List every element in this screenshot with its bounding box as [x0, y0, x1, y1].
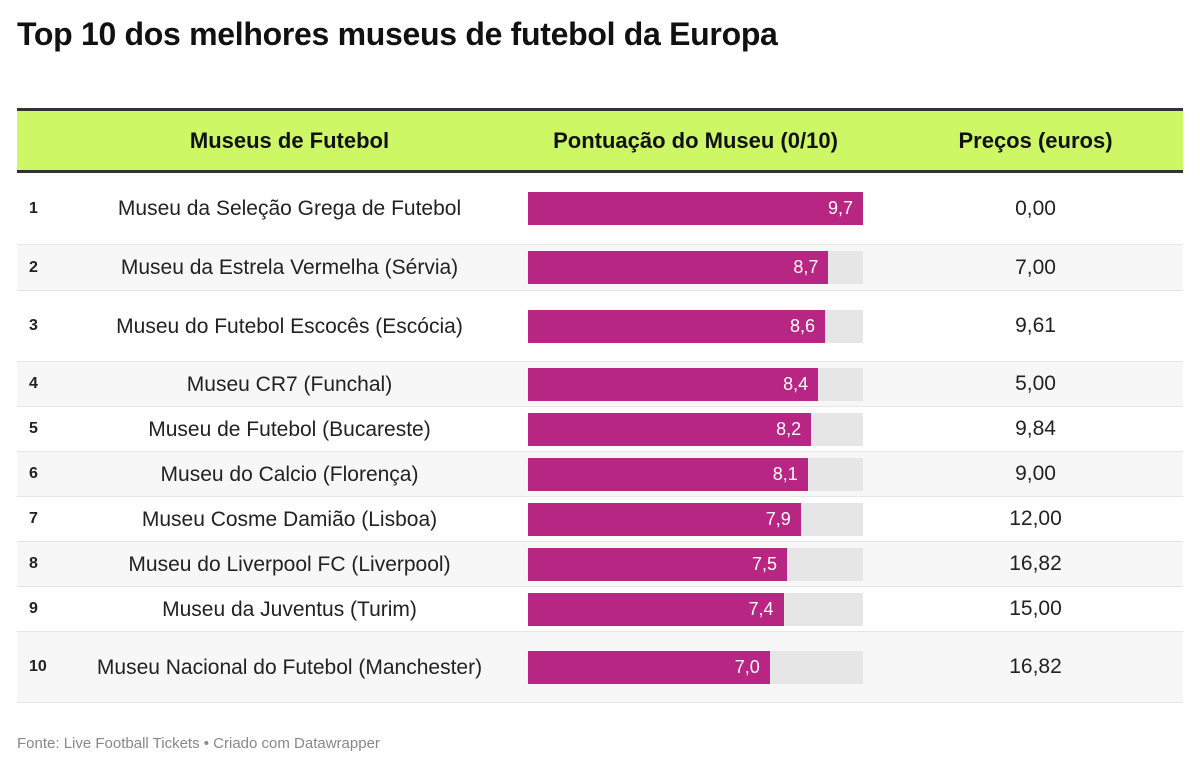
score-cell: 8,1 — [528, 457, 863, 491]
score-bar-track: 7,4 — [528, 592, 863, 626]
score-bar: 8,4 — [528, 367, 819, 401]
price: 15,00 — [1009, 597, 1062, 620]
rank: 8 — [29, 555, 38, 572]
museum-name: Museu Cosme Damião (Lisboa) — [141, 507, 438, 531]
header-name[interactable]: Museus de Futebol — [189, 128, 390, 153]
score-bar-track: 7,9 — [528, 502, 863, 536]
score-cell: 7,4 — [528, 592, 863, 626]
table-row: 3 Museu do Futebol Escocês (Escócia) 8,6… — [17, 291, 1183, 362]
score-bar: 8,7 — [528, 251, 829, 284]
header-price[interactable]: Preços (euros) — [958, 127, 1113, 153]
table-row: 2 Museu da Estrela Vermelha (Sérvia) 8,7… — [17, 245, 1183, 291]
score-bar-track: 7,0 — [528, 650, 863, 684]
museum-name: Museu da Juventus (Turim) — [162, 597, 417, 621]
rank: 2 — [29, 258, 38, 276]
score-cell: 7,5 — [528, 547, 863, 581]
score-bar-track: 8,1 — [528, 457, 863, 491]
score-bar: 7,0 — [528, 650, 770, 684]
score-bar: 7,4 — [528, 592, 784, 626]
table-header: Museus de Futebol Pontuação do Museu (0/… — [17, 108, 1183, 173]
rank: 1 — [29, 199, 38, 217]
price: 5,00 — [1015, 372, 1056, 395]
table-row: 1 Museu da Seleção Grega de Futebol 9,7 … — [17, 173, 1183, 245]
score-bar-track: 8,4 — [528, 367, 863, 401]
museum-name: Museu de Futebol (Bucareste) — [148, 417, 431, 441]
rank: 6 — [29, 465, 38, 482]
header-score[interactable]: Pontuação do Museu (0/10) — [553, 127, 838, 153]
table-row: 10 Museu Nacional do Futebol (Manchester… — [17, 632, 1183, 703]
footer-source: Fonte: Live Football Tickets • Criado co… — [17, 735, 380, 752]
museum-name: Museu CR7 (Funchal) — [186, 372, 393, 396]
price: 7,00 — [1015, 255, 1056, 279]
score-bar: 7,5 — [528, 547, 788, 581]
price: 12,00 — [1009, 507, 1062, 530]
table-row: 9 Museu da Juventus (Turim) 7,4 15,00 — [17, 587, 1183, 632]
score-bar: 9,7 — [528, 192, 863, 225]
rank: 10 — [29, 658, 47, 675]
score-cell: 8,7 — [528, 251, 863, 284]
score-cell: 8,6 — [528, 309, 863, 343]
score-bar-track: 8,7 — [528, 251, 863, 284]
score-bar-track: 8,2 — [528, 412, 863, 446]
museum-name: Museu do Futebol Escocês (Escócia) — [116, 314, 463, 338]
museum-name: Museu do Liverpool FC (Liverpool) — [128, 552, 451, 576]
table-row: 4 Museu CR7 (Funchal) 8,4 5,00 — [17, 362, 1183, 407]
table-row: 8 Museu do Liverpool FC (Liverpool) 7,5 … — [17, 542, 1183, 587]
table-row: 6 Museu do Calcio (Florença) 8,1 9,00 — [17, 452, 1183, 497]
museum-name: Museu da Estrela Vermelha (Sérvia) — [120, 256, 459, 279]
rank: 4 — [29, 375, 38, 392]
score-cell: 9,7 — [528, 192, 863, 225]
rank: 9 — [29, 600, 38, 617]
museum-name: Museu Nacional do Futebol (Manchester) — [96, 655, 483, 679]
museum-name: Museu da Seleção Grega de Futebol — [117, 197, 462, 220]
score-cell: 8,2 — [528, 412, 863, 446]
score-cell: 8,4 — [528, 367, 863, 401]
price: 16,82 — [1009, 552, 1062, 575]
score-cell: 7,9 — [528, 502, 863, 536]
price: 9,61 — [1015, 314, 1056, 337]
score-bar-track: 8,6 — [528, 309, 863, 343]
price: 16,82 — [1009, 655, 1062, 678]
price: 9,00 — [1015, 462, 1056, 485]
score-bar: 8,6 — [528, 309, 825, 343]
rank: 7 — [29, 510, 38, 527]
table-row: 5 Museu de Futebol (Bucareste) 8,2 9,84 — [17, 407, 1183, 452]
score-bar: 8,2 — [528, 412, 812, 446]
score-bar: 8,1 — [528, 457, 808, 491]
score-bar-track: 7,5 — [528, 547, 863, 581]
museums-table: Museus de Futebol Pontuação do Museu (0/… — [17, 108, 1183, 703]
price: 0,00 — [1015, 196, 1056, 220]
rank: 5 — [29, 420, 38, 437]
score-bar-track: 9,7 — [528, 192, 863, 225]
chart-title: Top 10 dos melhores museus de futebol da… — [17, 16, 778, 52]
table-row: 7 Museu Cosme Damião (Lisboa) 7,9 12,00 — [17, 497, 1183, 542]
museum-name: Museu do Calcio (Florença) — [160, 462, 419, 486]
price: 9,84 — [1015, 417, 1056, 440]
score-cell: 7,0 — [528, 650, 863, 684]
rank: 3 — [29, 317, 38, 334]
score-bar: 7,9 — [528, 502, 801, 536]
